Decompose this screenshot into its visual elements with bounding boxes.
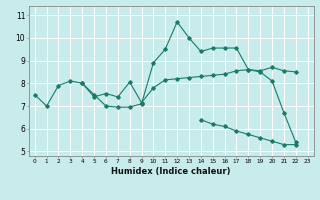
X-axis label: Humidex (Indice chaleur): Humidex (Indice chaleur): [111, 167, 231, 176]
